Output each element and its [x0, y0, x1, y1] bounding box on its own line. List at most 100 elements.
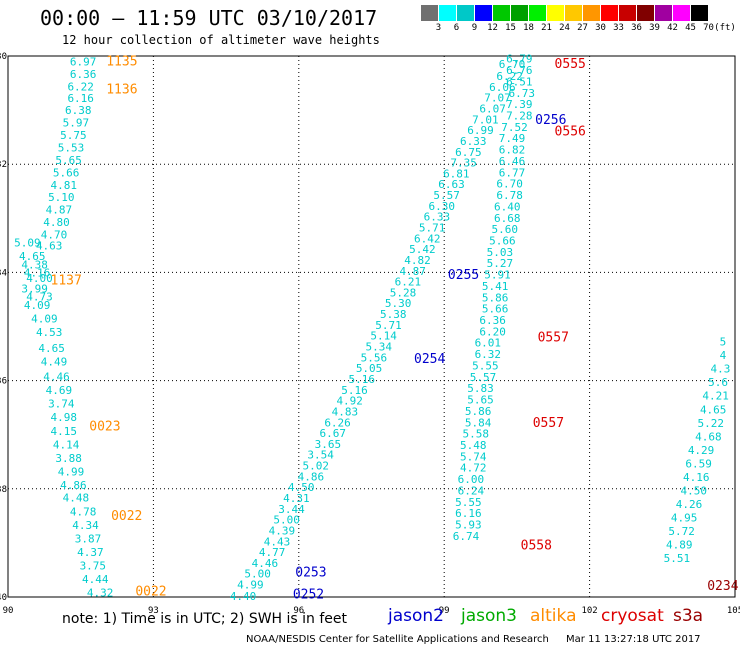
wave-height-value: 4.37 [77, 546, 104, 559]
wave-height-value: 4.69 [46, 384, 73, 397]
wave-height-value: 5.66 [489, 234, 516, 247]
color-swatch [547, 5, 564, 21]
wave-height-value: 7.35 [450, 157, 477, 170]
pass-time-label: 0256 [535, 113, 566, 128]
wave-height-value: 3.74 [48, 397, 75, 410]
wave-height-value: 4.32 [87, 587, 114, 600]
wave-height-value: 4.65 [38, 342, 65, 355]
wave-height-value: 5.22 [698, 417, 725, 430]
wave-height-value: 4.44 [82, 573, 109, 586]
color-scale-label: 45 [685, 23, 696, 33]
pass-time-label: 0556 [555, 125, 586, 140]
wave-height-value: 4.43 [264, 535, 291, 548]
wave-height-value: 4.09 [31, 312, 58, 325]
x-tick-label: 102 [581, 606, 597, 616]
color-scale-label: 3 [435, 23, 442, 33]
wave-height-value: 4.50 [288, 481, 315, 494]
pass-time-label: 0252 [293, 587, 324, 602]
wave-height-value: 6.42 [414, 232, 441, 245]
wave-height-value: 6.16 [67, 92, 94, 105]
wave-height-value: 4.53 [36, 326, 63, 339]
wave-height-value: 5.27 [487, 257, 514, 270]
color-swatch [493, 5, 510, 21]
color-swatch [529, 5, 546, 21]
wave-height-value: 4 [720, 349, 727, 362]
legend-cryosat: cryosat [601, 606, 664, 626]
wave-height-value: 5.72 [668, 525, 695, 538]
wave-height-value: 6.73 [508, 87, 535, 100]
color-scale-label: 24 [559, 23, 570, 33]
wave-height-value: 4.82 [404, 254, 431, 267]
color-scale-label: 70 [703, 23, 714, 33]
wave-height-value: 6.40 [494, 200, 521, 213]
wave-height-value: 4.39 [269, 524, 296, 537]
wave-height-value: 6.16 [455, 507, 482, 520]
wave-height-value: 6.22 [67, 80, 94, 93]
wave-height-value: 4.73 [26, 291, 53, 304]
y-tick-label: -40 [0, 593, 7, 603]
wave-height-value: 4.46 [43, 370, 70, 383]
pass-time-label: 0254 [414, 352, 445, 367]
wave-height-value: 6.59 [685, 457, 712, 470]
color-swatch [457, 5, 474, 21]
wave-height-value: 4.49 [41, 356, 68, 369]
wave-height-value: 6.30 [429, 200, 456, 213]
wave-height-value: 6.76 [506, 64, 533, 77]
wave-height-value: 6.51 [506, 75, 533, 88]
wave-height-value: 6.79 [506, 53, 533, 66]
wave-height-value: 3.99 [21, 283, 48, 296]
wave-height-value: 4.3 [711, 363, 731, 376]
wave-height-value: 5.57 [470, 371, 497, 384]
wave-height-value: 5.41 [482, 280, 509, 293]
wave-height-value: 4.92 [336, 395, 363, 408]
wave-height-value: 6.01 [475, 337, 502, 350]
x-tick-label: 96 [293, 606, 304, 616]
wave-height-value: 4.87 [399, 265, 426, 278]
legend-s3a: s3a [673, 606, 704, 626]
legend-altika: altika [530, 606, 577, 626]
pass-time-label: 0022 [135, 585, 166, 600]
wave-height-value: 5.16 [349, 373, 376, 386]
wave-height-value: 6.32 [475, 348, 502, 361]
pass-time-label: 1135 [106, 54, 137, 69]
wave-height-value: 4.99 [237, 579, 264, 592]
color-scale-label: 33 [613, 23, 624, 33]
color-scale-label: 27 [577, 23, 588, 33]
wave-height-value: 5.03 [487, 246, 514, 259]
wave-height-value: 6.99 [467, 124, 494, 137]
wave-height-value: 5.86 [465, 405, 492, 418]
wave-height-value: 7.49 [499, 132, 526, 145]
wave-height-value: 4.14 [53, 438, 80, 451]
color-scale-label: (ft) [714, 23, 736, 33]
wave-height-value: 6.46 [499, 155, 526, 168]
wave-height-value: 6.67 [319, 427, 346, 440]
wave-height-value: 5.86 [482, 291, 509, 304]
wave-height-value: 5.66 [482, 303, 509, 316]
wave-height-value: 5.02 [303, 460, 330, 473]
color-swatch [619, 5, 636, 21]
wave-height-value: 5.58 [462, 428, 489, 441]
wave-height-value: 6.68 [494, 212, 521, 225]
wave-height-value: 5.66 [53, 166, 80, 179]
wave-height-value: 3.87 [75, 533, 102, 546]
wave-height-value: 4.09 [24, 299, 51, 312]
wave-height-value: 6.38 [65, 104, 92, 117]
color-scale-label: 42 [667, 23, 678, 33]
wave-height-value: 6.20 [479, 325, 506, 338]
wave-height-value: 4.46 [252, 557, 279, 570]
wave-height-value: 6.36 [70, 68, 97, 81]
wave-height-value: 4.16 [683, 471, 710, 484]
pass-time-label: 0555 [555, 57, 586, 72]
wave-height-value: 4.99 [58, 465, 85, 478]
color-swatch [655, 5, 672, 21]
wave-height-value: 5.38 [380, 308, 407, 321]
color-scale-label: 18 [523, 23, 534, 33]
wave-height-value: 5.00 [273, 514, 300, 527]
wave-height-value: 6.74 [453, 530, 480, 543]
wave-height-value: 6.24 [458, 484, 485, 497]
wave-height-value: 4.86 [60, 479, 87, 492]
legend-jason3: jason3 [461, 606, 517, 626]
wave-height-value: 4.77 [259, 546, 286, 559]
wave-height-value: 6.70 [499, 58, 526, 71]
wave-height-value: 5.65 [467, 394, 494, 407]
